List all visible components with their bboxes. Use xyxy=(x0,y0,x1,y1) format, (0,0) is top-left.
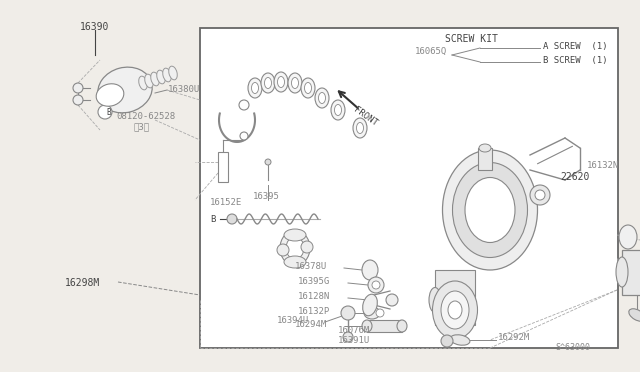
Circle shape xyxy=(98,105,112,119)
Text: A SCREW  (1): A SCREW (1) xyxy=(543,42,607,51)
Text: SCREW KIT: SCREW KIT xyxy=(445,34,498,44)
Ellipse shape xyxy=(331,100,345,120)
Ellipse shape xyxy=(151,72,159,86)
Circle shape xyxy=(301,241,313,253)
Circle shape xyxy=(386,294,398,306)
Ellipse shape xyxy=(335,105,342,115)
Text: FRONT: FRONT xyxy=(352,105,379,128)
Ellipse shape xyxy=(397,320,407,332)
Ellipse shape xyxy=(264,77,271,89)
Ellipse shape xyxy=(274,72,288,92)
Text: 08120-62528: 08120-62528 xyxy=(116,112,175,121)
Ellipse shape xyxy=(362,260,378,280)
Text: B: B xyxy=(106,108,111,116)
Bar xyxy=(367,320,402,332)
Ellipse shape xyxy=(301,78,315,98)
Ellipse shape xyxy=(163,68,172,82)
Ellipse shape xyxy=(139,76,147,90)
Circle shape xyxy=(73,95,83,105)
Ellipse shape xyxy=(288,73,302,93)
Text: 16152E: 16152E xyxy=(210,198,243,207)
Ellipse shape xyxy=(452,163,527,257)
Bar xyxy=(478,148,492,170)
Ellipse shape xyxy=(364,307,380,319)
Bar xyxy=(218,152,228,182)
Text: 16132N: 16132N xyxy=(587,160,620,170)
Text: 16294M: 16294M xyxy=(295,320,327,329)
Circle shape xyxy=(376,309,384,317)
Text: B SCREW  (1): B SCREW (1) xyxy=(543,56,607,65)
Text: （3）: （3） xyxy=(133,122,149,131)
Text: 16378U: 16378U xyxy=(295,262,327,271)
Circle shape xyxy=(265,159,271,165)
Ellipse shape xyxy=(319,93,326,103)
Text: 16394U: 16394U xyxy=(277,316,309,325)
Ellipse shape xyxy=(353,118,367,138)
Ellipse shape xyxy=(278,77,285,87)
Text: S^63000: S^63000 xyxy=(555,343,590,352)
Circle shape xyxy=(239,100,249,110)
Ellipse shape xyxy=(363,294,378,316)
Text: 16395: 16395 xyxy=(253,192,280,201)
Text: 16076M: 16076M xyxy=(338,326,371,335)
Circle shape xyxy=(277,244,289,256)
Circle shape xyxy=(441,335,453,347)
Ellipse shape xyxy=(157,70,165,84)
Ellipse shape xyxy=(465,177,515,243)
Ellipse shape xyxy=(261,73,275,93)
Ellipse shape xyxy=(315,88,329,108)
Circle shape xyxy=(343,332,353,342)
Ellipse shape xyxy=(169,66,177,80)
Text: 16395G: 16395G xyxy=(298,277,330,286)
Ellipse shape xyxy=(362,320,372,332)
Ellipse shape xyxy=(433,281,477,339)
Ellipse shape xyxy=(280,231,310,266)
Ellipse shape xyxy=(305,83,312,93)
Circle shape xyxy=(341,306,355,320)
Text: 16390: 16390 xyxy=(80,22,109,32)
Ellipse shape xyxy=(98,67,152,113)
Circle shape xyxy=(73,83,83,93)
Ellipse shape xyxy=(429,288,441,312)
Bar xyxy=(622,250,640,295)
Ellipse shape xyxy=(356,122,364,134)
Text: 16391U: 16391U xyxy=(338,336,371,345)
Ellipse shape xyxy=(252,83,259,93)
Circle shape xyxy=(372,281,380,289)
Ellipse shape xyxy=(619,225,637,249)
Bar xyxy=(435,270,475,325)
Ellipse shape xyxy=(145,74,153,88)
Circle shape xyxy=(368,277,384,293)
Text: 16298M: 16298M xyxy=(65,278,100,288)
Ellipse shape xyxy=(479,144,491,152)
Text: 16065Q: 16065Q xyxy=(415,47,447,56)
Ellipse shape xyxy=(448,301,462,319)
Ellipse shape xyxy=(286,237,304,259)
Ellipse shape xyxy=(442,150,538,270)
Ellipse shape xyxy=(284,229,306,241)
Ellipse shape xyxy=(441,291,469,329)
Ellipse shape xyxy=(96,84,124,106)
Text: B: B xyxy=(210,215,216,224)
Text: 16292M: 16292M xyxy=(498,333,531,342)
Text: 16380U: 16380U xyxy=(168,85,200,94)
Ellipse shape xyxy=(248,78,262,98)
Ellipse shape xyxy=(450,335,470,345)
Ellipse shape xyxy=(629,309,640,321)
Ellipse shape xyxy=(616,257,628,287)
Circle shape xyxy=(535,190,545,200)
Text: 16132P: 16132P xyxy=(298,307,330,316)
Bar xyxy=(200,28,618,348)
Text: 16128N: 16128N xyxy=(298,292,330,301)
Text: 22620: 22620 xyxy=(560,172,589,182)
Circle shape xyxy=(227,214,237,224)
Ellipse shape xyxy=(284,256,306,268)
Circle shape xyxy=(530,185,550,205)
Circle shape xyxy=(240,132,248,140)
Ellipse shape xyxy=(291,77,298,89)
